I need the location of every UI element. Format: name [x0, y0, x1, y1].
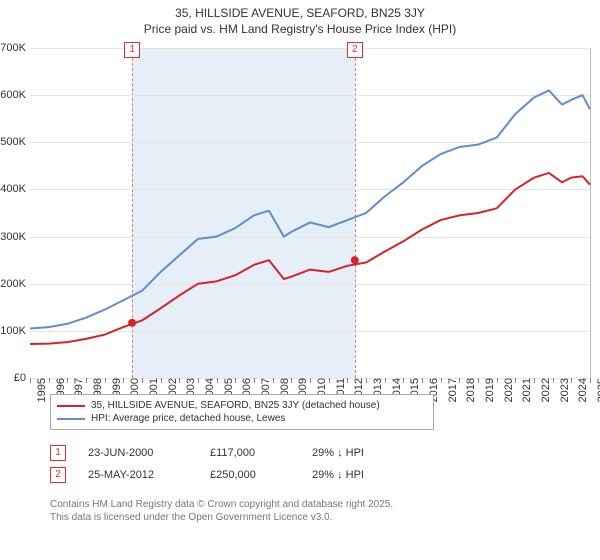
- sale-date: 23-JUN-2000: [88, 447, 188, 459]
- x-tick: [385, 378, 386, 383]
- x-tick: [67, 378, 68, 383]
- title-line2: Price paid vs. HM Land Registry's House …: [0, 22, 600, 36]
- y-axis-label: £700K: [0, 42, 26, 54]
- legend-row: 35, HILLSIDE AVENUE, SEAFORD, BN25 3JY (…: [57, 399, 427, 412]
- y-axis-label: £100K: [0, 325, 26, 337]
- chart-lines-svg: [30, 48, 590, 378]
- legend-swatch-series-1: [57, 418, 85, 420]
- x-tick: [86, 378, 87, 383]
- sale-marker-icon: 1: [50, 445, 66, 461]
- x-tick: [590, 378, 591, 383]
- x-axis-label: 1995: [34, 378, 48, 402]
- x-tick: [515, 378, 516, 383]
- x-tick: [198, 378, 199, 383]
- sale-delta: 29% ↓ HPI: [312, 447, 402, 459]
- sale-marker-icon: 2: [50, 467, 66, 483]
- y-axis-label: £600K: [0, 89, 26, 101]
- y-axis-label: £400K: [0, 183, 26, 195]
- x-axis-label: 2017: [445, 378, 459, 402]
- x-tick: [217, 378, 218, 383]
- x-tick: [254, 378, 255, 383]
- sale-date: 25-MAY-2012: [88, 469, 188, 481]
- x-axis-label: 2025: [594, 378, 600, 402]
- x-axis-label: 2024: [575, 378, 589, 402]
- y-axis-label: £200K: [0, 278, 26, 290]
- chart-title-block: 35, HILLSIDE AVENUE, SEAFORD, BN25 3JY P…: [0, 0, 600, 36]
- attribution-footer: Contains HM Land Registry data © Crown c…: [50, 498, 393, 524]
- sale-row: 2 25-MAY-2012 £250,000 29% ↓ HPI: [50, 464, 402, 486]
- legend-label-series-1: HPI: Average price, detached house, Lewe…: [91, 413, 285, 424]
- y-axis-label: £0: [14, 372, 26, 384]
- x-tick: [123, 378, 124, 383]
- sale-price: £250,000: [210, 469, 290, 481]
- x-tick: [142, 378, 143, 383]
- x-tick: [534, 378, 535, 383]
- legend-box: 35, HILLSIDE AVENUE, SEAFORD, BN25 3JY (…: [50, 394, 434, 430]
- x-axis-label: 2023: [557, 378, 571, 402]
- legend-row: HPI: Average price, detached house, Lewe…: [57, 412, 427, 425]
- sale-delta: 29% ↓ HPI: [312, 469, 402, 481]
- legend-label-series-0: 35, HILLSIDE AVENUE, SEAFORD, BN25 3JY (…: [91, 400, 380, 411]
- sale-marker-badge: 1: [124, 42, 140, 58]
- title-line1: 35, HILLSIDE AVENUE, SEAFORD, BN25 3JY: [0, 6, 600, 20]
- series-line: [30, 90, 590, 328]
- x-tick: [478, 378, 479, 383]
- x-tick: [571, 378, 572, 383]
- x-tick: [161, 378, 162, 383]
- y-axis-label: £500K: [0, 136, 26, 148]
- x-tick: [30, 378, 31, 383]
- x-tick: [553, 378, 554, 383]
- sale-point-dot: [128, 319, 136, 327]
- x-tick: [459, 378, 460, 383]
- x-tick: [422, 378, 423, 383]
- x-tick: [105, 378, 106, 383]
- y-axis-label: £300K: [0, 231, 26, 243]
- x-tick: [329, 378, 330, 383]
- sales-table: 1 23-JUN-2000 £117,000 29% ↓ HPI 2 25-MA…: [50, 442, 402, 486]
- x-axis-label: 2019: [482, 378, 496, 402]
- x-tick: [366, 378, 367, 383]
- x-tick: [235, 378, 236, 383]
- x-tick: [441, 378, 442, 383]
- x-axis-label: 2022: [538, 378, 552, 402]
- footer-line2: This data is licensed under the Open Gov…: [50, 511, 393, 524]
- x-axis-label: 2021: [519, 378, 533, 402]
- series-line: [30, 173, 590, 344]
- x-tick: [497, 378, 498, 383]
- x-axis-label: 2020: [501, 378, 515, 402]
- price-chart: £0£100K£200K£300K£400K£500K£600K£700K199…: [30, 48, 591, 379]
- footer-line1: Contains HM Land Registry data © Crown c…: [50, 498, 393, 511]
- sale-point-dot: [351, 256, 359, 264]
- sale-row: 1 23-JUN-2000 £117,000 29% ↓ HPI: [50, 442, 402, 464]
- x-tick: [49, 378, 50, 383]
- legend-swatch-series-0: [57, 405, 85, 407]
- sale-price: £117,000: [210, 447, 290, 459]
- x-tick: [291, 378, 292, 383]
- x-tick: [179, 378, 180, 383]
- sale-marker-badge: 2: [347, 42, 363, 58]
- x-tick: [347, 378, 348, 383]
- x-tick: [273, 378, 274, 383]
- x-tick: [403, 378, 404, 383]
- x-tick: [310, 378, 311, 383]
- x-axis-label: 2018: [463, 378, 477, 402]
